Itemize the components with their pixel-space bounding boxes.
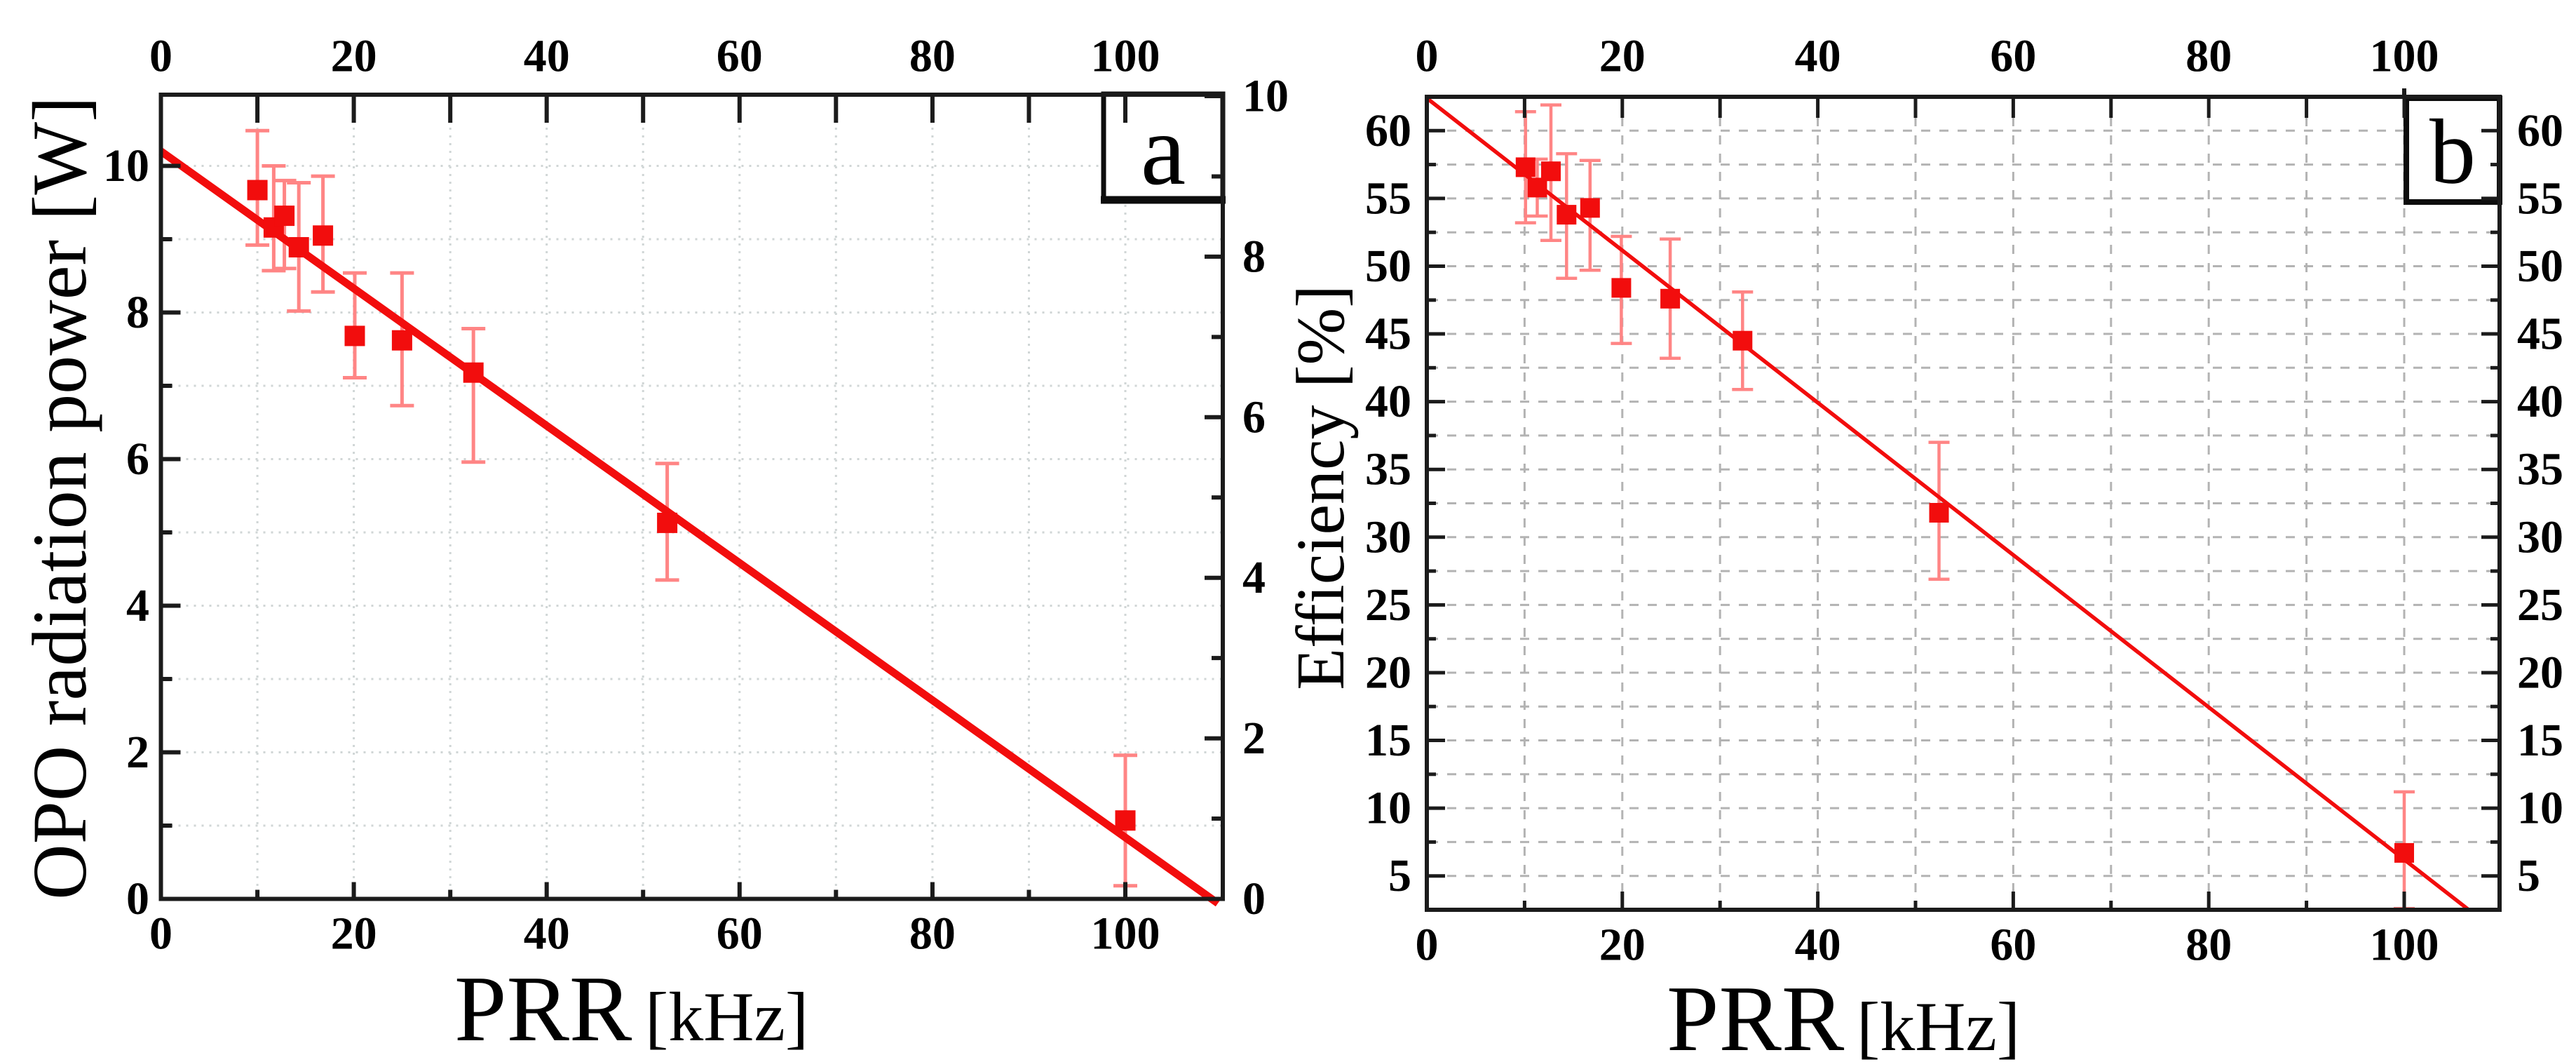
svg-text:25: 25	[2517, 579, 2563, 631]
svg-text:60: 60	[2517, 105, 2563, 156]
svg-text:25: 25	[1365, 579, 1411, 631]
svg-text:20: 20	[331, 31, 377, 82]
svg-text:60: 60	[1365, 105, 1411, 156]
svg-text:35: 35	[2517, 444, 2563, 495]
svg-text:40: 40	[1365, 376, 1411, 427]
svg-text:2: 2	[1242, 713, 1266, 764]
svg-text:10: 10	[1242, 71, 1289, 122]
svg-text:20: 20	[1365, 647, 1411, 699]
svg-text:0: 0	[1416, 31, 1439, 82]
svg-text:45: 45	[1365, 309, 1411, 360]
svg-text:55: 55	[2517, 173, 2563, 224]
svg-text:0: 0	[149, 908, 172, 960]
svg-text:0: 0	[1242, 873, 1266, 925]
svg-text:[kHz]: [kHz]	[645, 978, 808, 1056]
svg-text:b: b	[2429, 100, 2476, 203]
svg-text:4: 4	[126, 580, 149, 631]
svg-text:20: 20	[2517, 647, 2563, 699]
svg-text:35: 35	[1365, 444, 1411, 495]
svg-text:5: 5	[2517, 850, 2540, 901]
svg-text:20: 20	[1599, 920, 1646, 971]
svg-text:60: 60	[717, 908, 763, 960]
svg-text:5: 5	[1388, 850, 1411, 901]
svg-text:0: 0	[126, 873, 149, 925]
svg-text:15: 15	[2517, 715, 2563, 766]
svg-text:100: 100	[2370, 920, 2439, 971]
svg-text:50: 50	[2517, 241, 2563, 292]
svg-text:40: 40	[1795, 31, 1841, 82]
svg-text:15: 15	[1365, 715, 1411, 766]
svg-text:100: 100	[1091, 908, 1160, 960]
svg-text:100: 100	[1091, 31, 1160, 82]
svg-text:PRR: PRR	[1667, 967, 1845, 1062]
svg-text:50: 50	[1365, 241, 1411, 292]
svg-text:10: 10	[2517, 783, 2563, 834]
svg-text:60: 60	[1990, 920, 2036, 971]
svg-text:30: 30	[2517, 511, 2563, 563]
svg-text:[kHz]: [kHz]	[1857, 988, 2020, 1062]
svg-text:20: 20	[331, 908, 377, 960]
svg-text:80: 80	[2185, 31, 2232, 82]
svg-text:40: 40	[524, 908, 570, 960]
svg-text:10: 10	[103, 140, 149, 191]
svg-text:45: 45	[2517, 309, 2563, 360]
svg-text:30: 30	[1365, 511, 1411, 563]
svg-text:2: 2	[126, 727, 149, 778]
svg-text:0: 0	[1416, 920, 1439, 971]
svg-text:40: 40	[2517, 376, 2563, 427]
svg-text:8: 8	[126, 287, 149, 338]
svg-text:6: 6	[126, 433, 149, 485]
svg-text:55: 55	[1365, 173, 1411, 224]
svg-text:8: 8	[1242, 231, 1266, 282]
svg-text:4: 4	[1242, 552, 1266, 603]
svg-text:Efficiency [%]: Efficiency [%]	[1283, 285, 1359, 690]
svg-text:60: 60	[1990, 31, 2036, 82]
svg-text:80: 80	[909, 31, 956, 82]
svg-text:OPO radiation power [W]: OPO radiation power [W]	[17, 96, 102, 900]
svg-text:60: 60	[717, 31, 763, 82]
svg-text:40: 40	[524, 31, 570, 82]
svg-text:80: 80	[2185, 920, 2232, 971]
svg-text:20: 20	[1599, 31, 1646, 82]
svg-text:10: 10	[1365, 783, 1411, 834]
svg-text:40: 40	[1795, 920, 1841, 971]
svg-text:80: 80	[909, 908, 956, 960]
svg-text:100: 100	[2370, 31, 2439, 82]
svg-text:0: 0	[149, 31, 172, 82]
svg-text:6: 6	[1242, 391, 1266, 443]
svg-text:a: a	[1141, 94, 1186, 206]
svg-text:PRR: PRR	[454, 957, 632, 1061]
